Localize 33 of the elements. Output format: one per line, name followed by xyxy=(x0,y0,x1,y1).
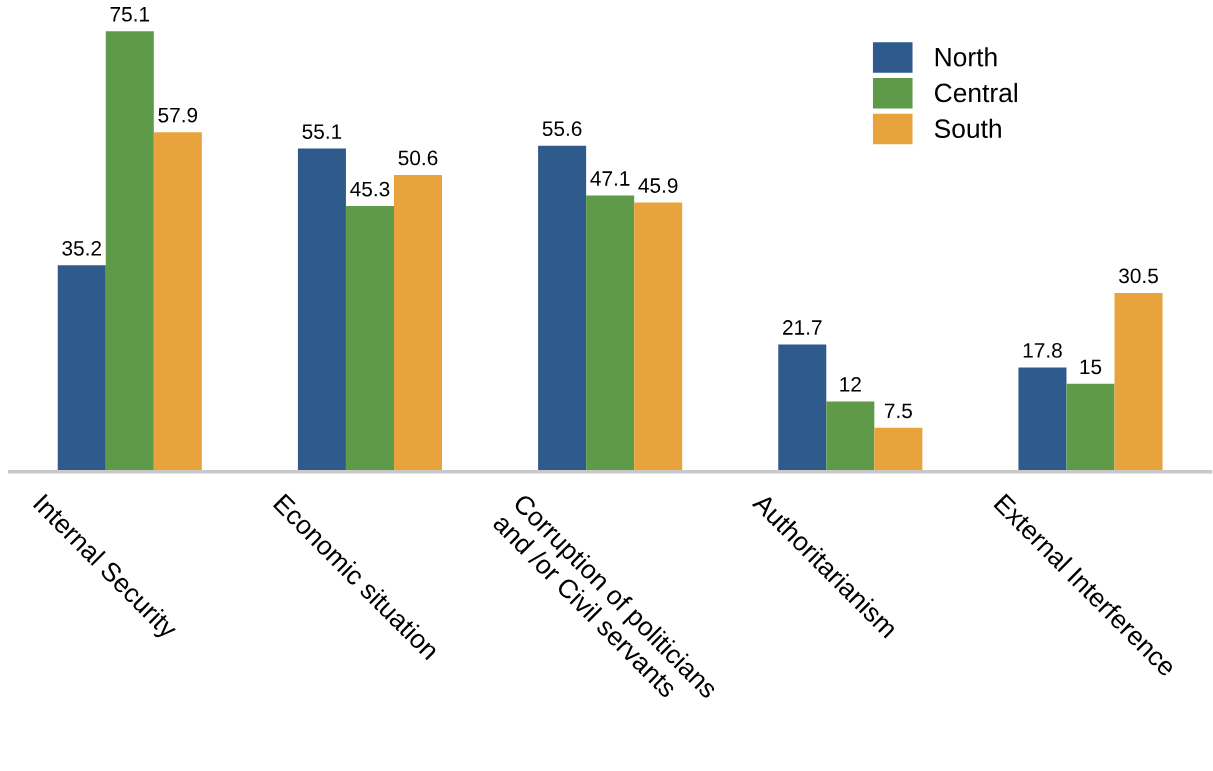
data-label: 50.6 xyxy=(398,150,438,166)
legend-label: Central xyxy=(934,82,1017,103)
data-label: 7.5 xyxy=(884,403,912,419)
data-label: 45.9 xyxy=(638,178,678,193)
data-label: 55.6 xyxy=(542,121,582,136)
bar xyxy=(297,148,346,472)
bar xyxy=(826,401,875,472)
bar xyxy=(345,206,394,472)
bar xyxy=(105,31,154,472)
data-label: 47.1 xyxy=(590,171,630,186)
data-label: 35.2 xyxy=(62,240,101,256)
bar xyxy=(1066,383,1115,472)
legend-label: North xyxy=(935,47,997,67)
data-label: 30.5 xyxy=(1119,268,1158,284)
data-label: 45.3 xyxy=(350,181,390,197)
legend-label: South xyxy=(934,118,1001,139)
bar xyxy=(634,202,683,472)
bar xyxy=(393,175,443,472)
data-label: 12 xyxy=(840,377,861,392)
data-label: 75.1 xyxy=(110,7,150,22)
bar xyxy=(538,145,587,472)
data-label: 55.1 xyxy=(302,124,342,139)
data-label: 21.7 xyxy=(783,320,822,335)
bar xyxy=(586,195,635,472)
data-label: 17.8 xyxy=(1023,343,1062,358)
data-label: 15 xyxy=(1080,359,1102,375)
bar xyxy=(778,344,827,472)
bar xyxy=(874,427,923,472)
data-label: 57.9 xyxy=(158,107,198,123)
bar xyxy=(1018,367,1067,472)
bar xyxy=(1114,292,1163,472)
bar xyxy=(57,265,106,472)
bar xyxy=(153,132,202,472)
